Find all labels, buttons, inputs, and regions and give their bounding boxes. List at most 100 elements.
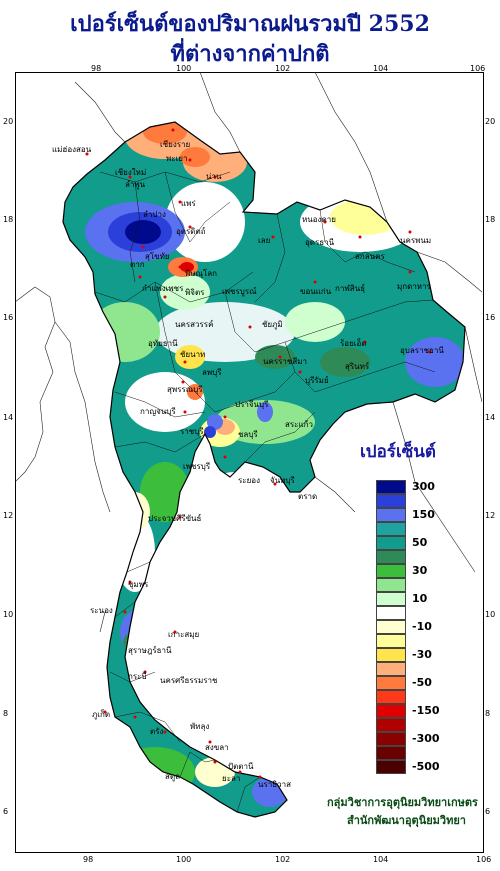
lat-tick-left: 18 (3, 215, 14, 224)
legend-value: -500 (412, 760, 440, 773)
legend-value: 50 (412, 536, 428, 549)
legend-swatch (376, 676, 406, 690)
legend-swatch (376, 704, 406, 718)
legend-swatch (376, 550, 406, 564)
place-label: นครศรีธรรมราช (160, 676, 218, 685)
place-label: แม่ฮ่องสอน (52, 145, 92, 154)
lon-tick-bottom: 106 (476, 855, 492, 864)
credit-line1: กลุ่มวิชาการอุตุนิยมวิทยาเกษตร (327, 796, 478, 809)
legend-value: -150 (412, 704, 440, 717)
place-label: ปัตตานี (228, 762, 254, 771)
place-label: หนองคาย (302, 215, 336, 224)
legend-value: 300 (412, 480, 435, 493)
legend-swatch (376, 648, 406, 662)
place-label: ลพบุรี (202, 368, 222, 377)
lat-tick-right: 10 (485, 610, 496, 619)
place-label: ชลบุรี (238, 430, 258, 439)
place-label: สงขลา (205, 743, 229, 752)
legend-swatch (376, 522, 406, 536)
place-label: นครพนม (400, 236, 432, 245)
credit-line2: สำนักพัฒนาอุตุนิยมวิทยา (347, 814, 466, 827)
lat-tick-right: 16 (485, 313, 496, 322)
place-label: พิจิตร (185, 288, 205, 297)
place-label: ราชบุรี (180, 427, 204, 436)
lat-tick-right: 20 (485, 117, 496, 126)
lon-tick-top: 100 (176, 64, 192, 73)
place-label: สุราษฎร์ธานี (128, 646, 172, 655)
legend-swatch (376, 592, 406, 606)
legend-swatch (376, 536, 406, 550)
lat-tick-left: 16 (3, 313, 14, 322)
place-label: เชียงใหม่ (115, 168, 147, 177)
place-label: แพร่ (181, 199, 196, 208)
legend-swatch (376, 718, 406, 732)
legend-title: เปอร์เซ็นต์ (360, 442, 436, 462)
place-label: ตรัง (150, 727, 164, 736)
neighbour-borders (15, 72, 482, 633)
lat-tick-left: 12 (3, 511, 14, 520)
place-label: ตราด (298, 492, 318, 501)
legend-swatch (376, 508, 406, 522)
place-label: เพชรบูรณ์ (222, 287, 257, 296)
place-label: ชัยภูมิ (262, 320, 283, 329)
legend-swatch (376, 578, 406, 592)
place-label: นครสวรรค์ (175, 320, 214, 329)
place-label: มุกดาหาร (397, 282, 431, 291)
lat-tick-right: 12 (485, 511, 496, 520)
legend-value: -30 (412, 648, 432, 661)
lon-tick-bottom: 100 (176, 855, 192, 864)
legend-swatch (376, 634, 406, 648)
place-label: พัทลุง (190, 722, 210, 731)
station-points (85, 128, 432, 779)
place-label: น่าน (206, 172, 222, 181)
lon-tick-top: 104 (373, 64, 389, 73)
place-label: พะเยา (166, 154, 188, 163)
map-title-line1: เปอร์เซ็นต์ของปริมาณฝนรวมปี 2552 (70, 11, 430, 37)
place-label: ชุมพร (128, 580, 149, 589)
legend-value: -50 (412, 676, 432, 689)
place-label: สุพรรณบุรี (167, 385, 203, 394)
place-label: ลำปาง (143, 210, 166, 219)
province-boundaries (94, 171, 436, 813)
place-label: อุบลราชธานี (400, 346, 444, 355)
legend-value: 10 (412, 592, 428, 605)
legend-swatch (376, 606, 406, 620)
lon-tick-top: 106 (470, 64, 486, 73)
place-label: พิษณุโลก (185, 269, 218, 278)
lat-tick-left: 6 (3, 807, 9, 816)
lon-tick-top: 102 (275, 64, 291, 73)
lon-tick-bottom: 98 (83, 855, 94, 864)
legend-swatch (376, 480, 406, 494)
place-label: สุโขทัย (145, 252, 170, 261)
place-label: เพชรบุรี (183, 462, 211, 471)
lat-tick-left: 8 (3, 709, 9, 718)
place-label: นราธิวาส (258, 780, 292, 789)
legend-swatch (376, 690, 406, 704)
lon-tick-top: 98 (91, 64, 102, 73)
place-label: อุตรดิตถ์ (176, 227, 206, 236)
legend-swatch (376, 494, 406, 508)
place-label: เลย (258, 236, 271, 245)
lat-tick-left: 10 (3, 610, 14, 619)
place-label: ชัยนาท (180, 350, 206, 359)
place-label: สุรินทร์ (345, 362, 370, 371)
lat-tick-right: 8 (485, 709, 491, 718)
place-label: ปราจีนบุรี (235, 400, 269, 409)
place-label: นครราชสีมา (263, 357, 307, 366)
legend-swatch (376, 760, 406, 774)
place-label: กระบี่ (128, 672, 147, 681)
place-label: ระนอง (90, 606, 113, 615)
legend-swatch (376, 746, 406, 760)
lat-tick-left: 14 (3, 413, 14, 422)
place-label: กำแพงเพชร (142, 284, 184, 293)
lat-tick-right: 18 (485, 215, 496, 224)
place-label: ลำพูน (125, 180, 146, 189)
place-label: สระแก้ว (285, 420, 313, 429)
place-label: กาฬสินธุ์ (335, 284, 366, 293)
place-label: ยะลา (222, 774, 241, 783)
map-title-line2: ที่ต่างจากค่าปกติ (170, 41, 330, 67)
place-label: อุดรธานี (305, 238, 335, 247)
place-label: ตาก (130, 260, 145, 269)
place-label: เกาะสมุย (168, 630, 200, 639)
legend-swatch (376, 564, 406, 578)
